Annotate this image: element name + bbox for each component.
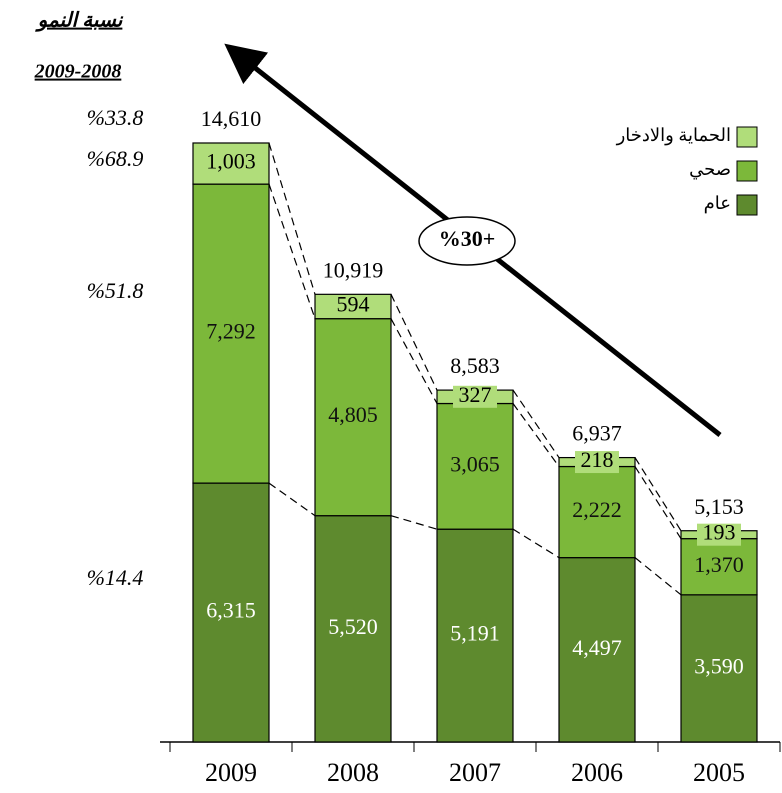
header-title: نسبة النمو xyxy=(35,10,124,33)
bar-segment xyxy=(192,183,270,484)
legend-label: الحماية والادخار xyxy=(616,125,731,146)
bar-segment xyxy=(314,318,392,517)
data-label: 218 xyxy=(581,447,614,472)
legend-swatch xyxy=(736,194,758,216)
growth-label: %51.8 xyxy=(87,278,144,303)
connector xyxy=(268,482,316,517)
total-label: 14,610 xyxy=(201,106,262,131)
header-subtitle: 2009-2008 xyxy=(34,61,122,83)
data-label: 3,065 xyxy=(450,451,500,476)
connector xyxy=(390,318,438,404)
x-tick-label: 2005 xyxy=(693,758,745,787)
data-label: 7,292 xyxy=(206,319,256,344)
legend-label: صحي xyxy=(689,159,731,179)
bar-segment xyxy=(192,142,270,185)
x-tick-label: 2007 xyxy=(449,758,501,787)
total-label: 10,919 xyxy=(323,257,384,282)
x-tick-label: 2008 xyxy=(327,758,379,787)
data-label: 193 xyxy=(703,520,736,545)
connector xyxy=(268,142,316,295)
data-label: 4,497 xyxy=(572,635,622,660)
data-label: 3,590 xyxy=(694,653,744,678)
total-label: 5,153 xyxy=(694,494,744,519)
connector xyxy=(512,403,560,467)
legend-swatch xyxy=(736,126,758,148)
connector xyxy=(512,389,560,458)
data-label: 594 xyxy=(337,292,370,317)
growth-label: %33.8 xyxy=(87,105,144,130)
x-tick-label: 2006 xyxy=(571,758,623,787)
total-label: 8,583 xyxy=(450,353,500,378)
data-label: 5,191 xyxy=(450,621,500,646)
bar-segment xyxy=(680,538,758,596)
data-label: 1,370 xyxy=(694,552,744,577)
data-label: 4,805 xyxy=(328,402,378,427)
total-label: 6,937 xyxy=(572,421,622,446)
annotation-bubble xyxy=(418,216,516,266)
legend-swatch xyxy=(736,160,758,182)
bar-segment xyxy=(192,482,270,743)
label-bg xyxy=(575,451,619,474)
growth-label: %14.4 xyxy=(87,565,144,590)
data-label: 1,003 xyxy=(206,149,256,174)
label-bg xyxy=(331,295,375,318)
bar-segment xyxy=(680,594,758,743)
data-label: 5,520 xyxy=(328,614,378,639)
legend-label: عام xyxy=(704,193,731,214)
annotation: %30+ xyxy=(439,226,496,251)
label-bg xyxy=(453,385,497,408)
connector xyxy=(390,294,438,391)
connector xyxy=(634,466,682,539)
bar-segment xyxy=(558,557,636,743)
connector xyxy=(512,528,560,559)
connector xyxy=(634,557,682,596)
x-tick-label: 2009 xyxy=(205,758,257,787)
data-label: 2,222 xyxy=(572,497,622,522)
label-bg xyxy=(697,523,741,546)
data-label: 6,315 xyxy=(206,598,256,623)
connector xyxy=(390,515,438,530)
bar-segment xyxy=(436,528,514,743)
connector xyxy=(634,457,682,532)
connector xyxy=(268,183,316,319)
data-label: 327 xyxy=(459,382,492,407)
growth-label: %68.9 xyxy=(87,146,144,171)
bar-segment xyxy=(314,515,392,743)
